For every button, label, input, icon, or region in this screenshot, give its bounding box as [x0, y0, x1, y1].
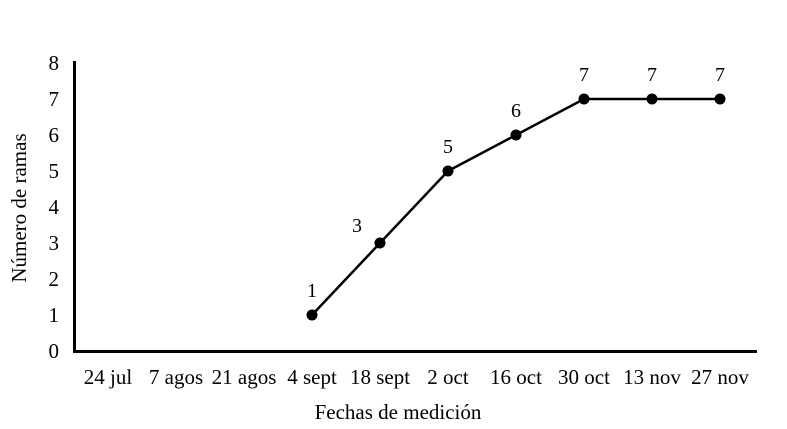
x-tick-label: 2 oct: [427, 365, 469, 389]
y-tick-label: 7: [49, 87, 60, 111]
data-point-label: 7: [579, 64, 589, 86]
data-point: [442, 165, 454, 177]
data-point: [306, 309, 318, 321]
x-tick-label: 16 oct: [490, 365, 542, 389]
y-tick-label: 6: [49, 123, 60, 147]
x-tick-label: 7 agos: [149, 365, 203, 389]
data-point: [510, 129, 522, 141]
y-axis-title: Número de ramas: [7, 133, 31, 283]
data-point-label: 6: [511, 100, 521, 122]
data-point-label: 5: [443, 136, 453, 158]
data-point-label: 7: [647, 64, 657, 86]
x-tick-label: 27 nov: [691, 365, 749, 389]
y-tick-label: 8: [49, 51, 60, 75]
x-tick-label: 21 agos: [212, 365, 277, 389]
y-tick-label: 1: [49, 303, 60, 327]
data-point: [374, 237, 386, 249]
data-point: [578, 93, 590, 105]
data-point: [714, 93, 726, 105]
x-tick-label: 4 sept: [287, 365, 337, 389]
y-tick-label: 4: [49, 195, 60, 219]
data-point-label: 7: [715, 64, 725, 86]
data-point-label: 3: [352, 215, 362, 237]
x-tick-label: 24 jul: [84, 365, 133, 389]
x-tick-label: 13 nov: [623, 365, 681, 389]
x-tick-label: 30 oct: [558, 365, 610, 389]
x-tick-label: 18 sept: [350, 365, 410, 389]
y-tick-label: 0: [49, 339, 60, 363]
data-point-label: 1: [307, 280, 317, 302]
data-point: [646, 93, 658, 105]
x-axis-title: Fechas de medición: [314, 400, 482, 424]
y-tick-label: 3: [49, 231, 60, 255]
y-tick-label: 2: [49, 267, 60, 291]
y-tick-label: 5: [49, 159, 60, 183]
